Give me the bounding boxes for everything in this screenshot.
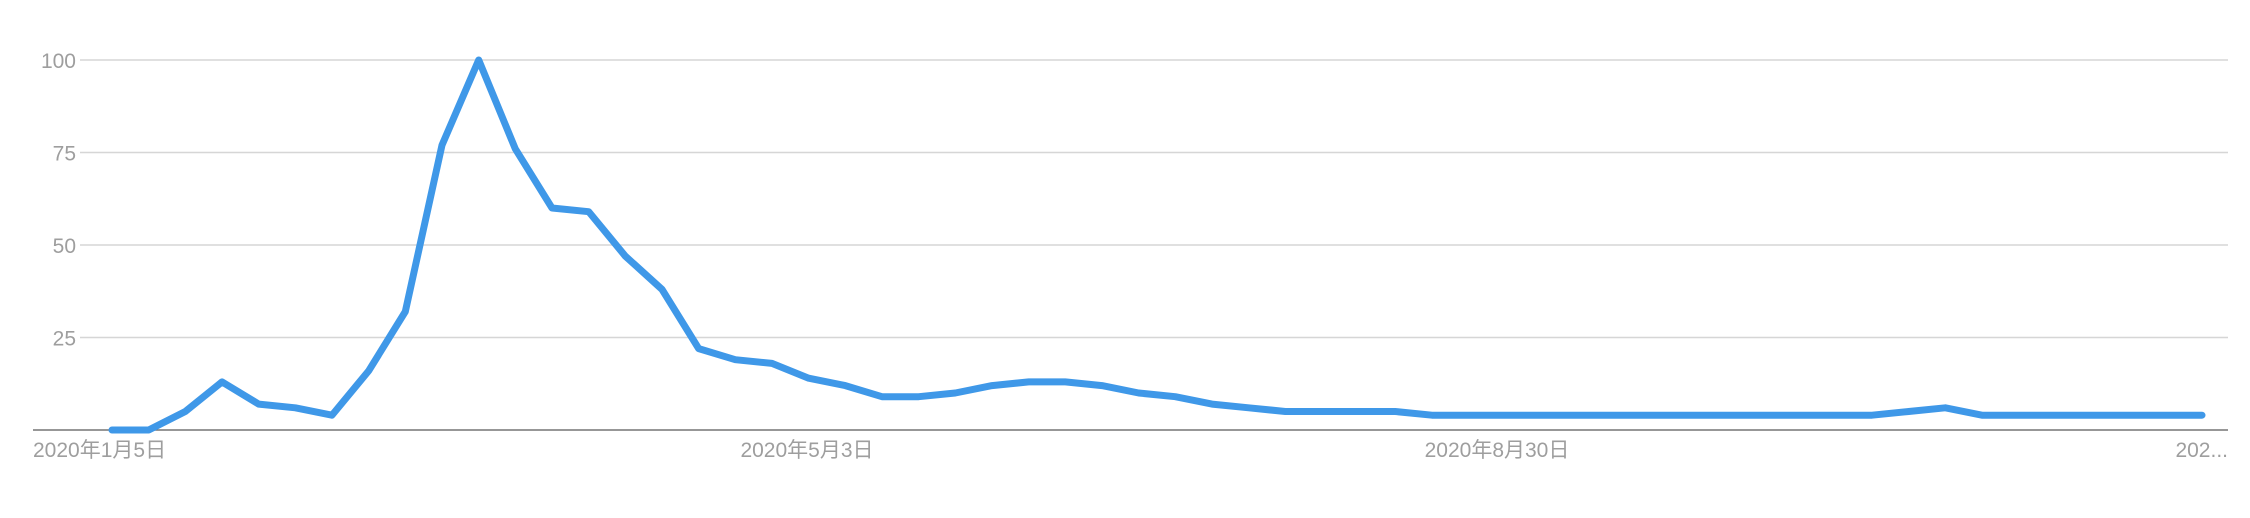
y-axis-ticks: 25 50 75 100 xyxy=(41,50,76,351)
y-tick-label: 75 xyxy=(53,143,76,166)
x-tick-label: 2020年5月3日 xyxy=(740,439,873,462)
x-tick-label: 2020年8月30日 xyxy=(1425,439,1570,462)
series-line xyxy=(108,56,2206,434)
series-layer xyxy=(108,56,2206,434)
x-axis-ticks: 2020年1月5日 2020年5月3日 2020年8月30日 202... xyxy=(33,439,2228,462)
gridlines xyxy=(80,59,2228,339)
x-tick-label: 2020年1月5日 xyxy=(33,439,166,462)
y-tick-label: 50 xyxy=(53,235,76,258)
y-tick-label: 25 xyxy=(53,328,76,351)
y-tick-label: 100 xyxy=(41,50,76,73)
x-tick-label: 202... xyxy=(2175,439,2228,462)
